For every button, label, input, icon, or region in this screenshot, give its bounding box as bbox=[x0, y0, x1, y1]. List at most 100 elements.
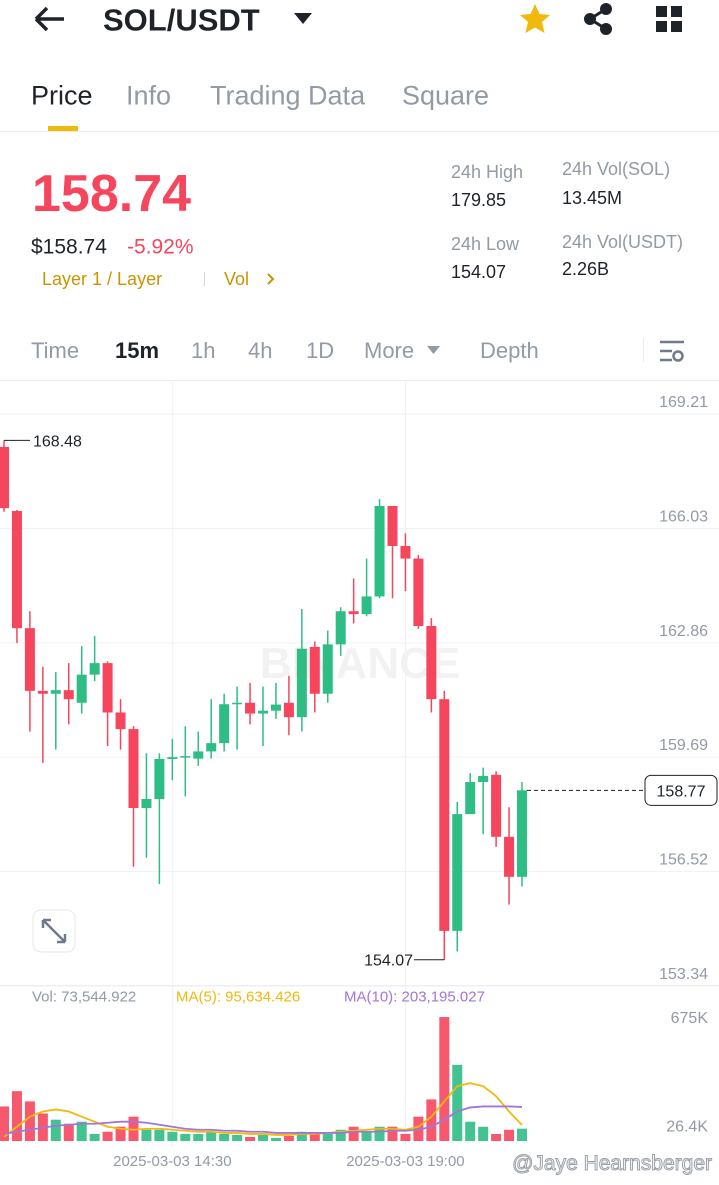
grid-icon[interactable] bbox=[656, 6, 682, 32]
pair-title[interactable]: SOL/USDT bbox=[103, 2, 260, 38]
tab[interactable]: Info bbox=[126, 80, 172, 111]
expand-icon bbox=[41, 918, 67, 944]
stat-value: 2.26B bbox=[562, 259, 610, 279]
volume-bar bbox=[491, 1133, 502, 1141]
candle-body bbox=[102, 663, 113, 713]
volume-bar bbox=[504, 1129, 515, 1141]
stat-label: 24h Vol(SOL) bbox=[562, 159, 671, 179]
candle-body bbox=[167, 757, 178, 759]
candle-body bbox=[400, 545, 411, 559]
stat-value: 154.07 bbox=[451, 262, 507, 282]
chevron[interactable] bbox=[267, 273, 275, 285]
candle-body bbox=[63, 690, 74, 700]
volume-bar bbox=[115, 1126, 126, 1141]
candle-body bbox=[76, 674, 87, 703]
ma5-line bbox=[3, 1082, 523, 1138]
candle-body bbox=[206, 743, 217, 752]
y-tick-label: 159.69 bbox=[659, 737, 708, 754]
last-price-box bbox=[644, 774, 718, 806]
candle-body bbox=[115, 712, 126, 730]
usd-price: $158.74 bbox=[31, 235, 107, 259]
candle-body bbox=[50, 690, 61, 694]
candle-body bbox=[11, 511, 22, 629]
y-tick-label: 162.86 bbox=[659, 623, 708, 640]
chart-settings-icon[interactable] bbox=[660, 340, 684, 362]
candle-body bbox=[413, 558, 424, 626]
candle-body bbox=[309, 646, 320, 694]
tab[interactable]: Trading Data bbox=[210, 80, 366, 111]
volume-bar bbox=[24, 1101, 35, 1141]
timeframe[interactable]: 1h bbox=[191, 338, 216, 363]
star-icon[interactable] bbox=[520, 4, 550, 33]
candle-body bbox=[219, 704, 230, 744]
volume-bar bbox=[141, 1129, 152, 1141]
volume-bar bbox=[154, 1129, 165, 1141]
timeframe[interactable]: Depth bbox=[480, 338, 539, 363]
v-tick-label: 26.4K bbox=[666, 1119, 708, 1136]
ma10-line bbox=[3, 1105, 523, 1135]
vol-link[interactable]: Vol bbox=[224, 269, 250, 289]
volume-bar bbox=[387, 1126, 398, 1141]
timeframe[interactable]: Time bbox=[31, 338, 80, 363]
volume-bar bbox=[0, 1106, 9, 1141]
volume-bar bbox=[89, 1133, 100, 1141]
candle-body bbox=[296, 648, 307, 718]
category-tag[interactable]: Layer 1 / Layer bbox=[42, 269, 163, 289]
stat-value: 179.85 bbox=[451, 190, 507, 210]
candle-body bbox=[245, 702, 256, 714]
more-caret[interactable] bbox=[427, 346, 440, 354]
candle-body bbox=[491, 774, 502, 837]
back-icon[interactable] bbox=[34, 6, 64, 32]
volume-legend: Vol: 73,544.922 bbox=[32, 988, 137, 1006]
volume-bar bbox=[465, 1121, 476, 1141]
stat-value: 13.45M bbox=[562, 188, 623, 208]
candle-body bbox=[270, 704, 281, 711]
volume-bar bbox=[232, 1134, 243, 1141]
volume-bar bbox=[309, 1133, 320, 1141]
candle-body bbox=[89, 663, 100, 675]
volume-bar bbox=[322, 1133, 333, 1141]
timeframe[interactable]: 1D bbox=[306, 338, 335, 363]
stat-label: 24h Low bbox=[451, 234, 520, 254]
volume-bar bbox=[193, 1133, 204, 1141]
volume-bar bbox=[452, 1064, 463, 1141]
timeframe[interactable]: More bbox=[364, 338, 415, 363]
volume-bar bbox=[180, 1133, 191, 1141]
volume-bar bbox=[439, 1017, 450, 1141]
tab-active[interactable]: Price bbox=[31, 80, 93, 111]
candle-body bbox=[452, 814, 463, 931]
timeframe-active[interactable]: 15m bbox=[115, 338, 160, 363]
volume-bar bbox=[400, 1133, 411, 1141]
volume-bar bbox=[374, 1126, 385, 1141]
x-tick-label: 2025-03-03 19:00 bbox=[346, 1153, 464, 1170]
ma5-legend: MA(5): 95,634.426 bbox=[176, 988, 301, 1006]
max-marker-label: 168.48 bbox=[33, 433, 82, 450]
last-price-label: 158.77 bbox=[657, 783, 706, 800]
candle-body bbox=[348, 611, 359, 615]
candle-body bbox=[128, 729, 139, 808]
price-change: -5.92% bbox=[127, 235, 194, 259]
candle-body bbox=[504, 836, 515, 877]
credit: @Jaye Hearnsberger bbox=[512, 1152, 712, 1175]
timeframe[interactable]: 4h bbox=[248, 338, 273, 363]
candle-body bbox=[322, 644, 333, 694]
candle-body bbox=[232, 702, 243, 705]
volume-bar bbox=[258, 1134, 268, 1141]
volume-bar bbox=[63, 1123, 74, 1141]
candle-body bbox=[180, 756, 191, 758]
volume-bar bbox=[50, 1119, 61, 1141]
candle-body bbox=[193, 751, 204, 759]
share-icon[interactable] bbox=[584, 3, 612, 35]
tab[interactable]: Square bbox=[402, 80, 490, 111]
y-tick-label: 153.34 bbox=[659, 966, 708, 983]
dropdown-caret[interactable] bbox=[294, 13, 312, 24]
volume-bar bbox=[348, 1126, 359, 1141]
candle-body bbox=[0, 446, 9, 509]
candle-body bbox=[374, 505, 385, 597]
stat-label: 24h High bbox=[451, 162, 524, 182]
volume-bar bbox=[335, 1129, 346, 1141]
volume-bar bbox=[11, 1091, 22, 1141]
volume-bar bbox=[426, 1099, 437, 1141]
volume-bar bbox=[245, 1136, 256, 1141]
